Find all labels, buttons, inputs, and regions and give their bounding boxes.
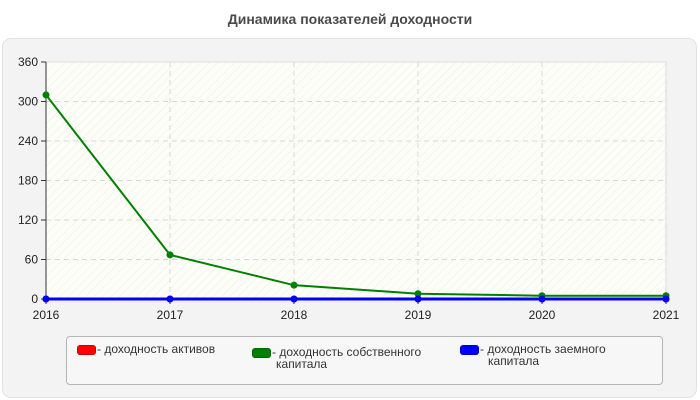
- svg-text:2021: 2021: [653, 308, 680, 322]
- legend-swatch-green-icon: [252, 348, 271, 358]
- legend-label: - доходность активов: [97, 342, 216, 356]
- data-series: [42, 91, 670, 303]
- legend-label: - доходность собственного: [272, 345, 422, 359]
- svg-text:180: 180: [18, 174, 38, 188]
- legend-label-line2: капитала: [276, 357, 328, 371]
- svg-text:60: 60: [25, 253, 39, 267]
- legend-label: - доходность заемного: [480, 342, 606, 356]
- svg-text:120: 120: [18, 213, 38, 227]
- grid-lines: [46, 62, 667, 299]
- y-axis-labels: 0 60 120 180 240 300 360: [18, 55, 38, 306]
- svg-text:360: 360: [18, 55, 38, 69]
- svg-text:2017: 2017: [157, 308, 184, 322]
- legend: - доходность активов - доходность собств…: [66, 336, 663, 385]
- legend-swatch-blue-icon: [460, 345, 479, 355]
- svg-text:300: 300: [18, 95, 38, 109]
- svg-text:2020: 2020: [529, 308, 556, 322]
- svg-text:2019: 2019: [405, 308, 432, 322]
- legend-swatch-red-icon: [77, 345, 96, 355]
- x-axis-labels: 2016 2017 2018 2019 2020 2021: [33, 308, 680, 322]
- svg-text:0: 0: [31, 292, 38, 306]
- chart-title: Динамика показателей доходности: [227, 11, 473, 27]
- legend-label-line2: капитала: [488, 354, 540, 368]
- svg-text:2018: 2018: [281, 308, 308, 322]
- svg-text:240: 240: [18, 134, 38, 148]
- svg-text:2016: 2016: [33, 308, 60, 322]
